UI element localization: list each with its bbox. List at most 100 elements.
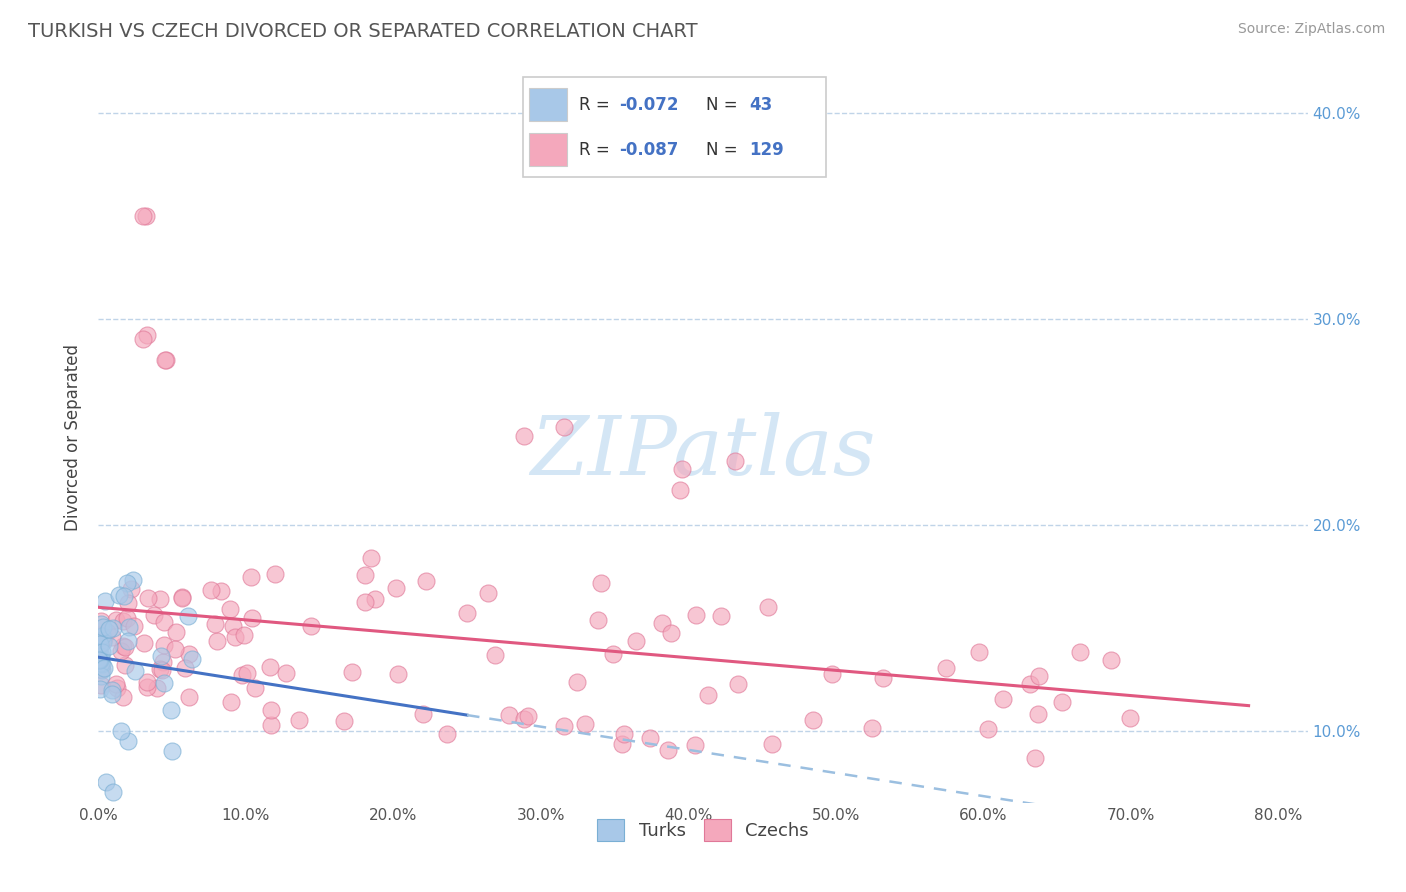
Point (135, 674, 157, 689)
Point (131, 332, 153, 346)
FancyBboxPatch shape (530, 88, 567, 121)
Point (124, 619, 146, 633)
Point (498, 707, 520, 722)
Point (163, 641, 186, 656)
Point (117, 619, 139, 633)
Point (872, 671, 894, 685)
Point (93, 661, 115, 675)
Point (224, 631, 246, 645)
Point (657, 743, 679, 757)
Point (132, 635, 155, 649)
Point (91, 635, 114, 649)
Point (412, 706, 434, 721)
Point (724, 454, 747, 468)
Point (124, 664, 146, 678)
Text: -0.072: -0.072 (619, 95, 679, 113)
Point (135, 680, 157, 694)
Point (1119, 711, 1142, 725)
Point (1101, 653, 1123, 667)
Point (517, 709, 540, 723)
Point (354, 595, 377, 609)
Point (117, 596, 139, 610)
Point (991, 692, 1014, 706)
Point (153, 638, 176, 652)
Point (364, 591, 387, 606)
Point (935, 661, 957, 675)
Point (177, 609, 200, 624)
Point (101, 630, 124, 644)
Point (170, 591, 193, 606)
Point (638, 731, 661, 745)
Point (152, 655, 174, 669)
Point (170, 590, 193, 604)
Point (384, 581, 406, 595)
Point (90, 669, 112, 683)
Point (761, 738, 783, 752)
Point (101, 687, 124, 701)
Point (553, 420, 575, 434)
Text: Source: ZipAtlas.com: Source: ZipAtlas.com (1237, 22, 1385, 37)
Point (387, 667, 409, 681)
Text: R =: R = (579, 141, 614, 159)
Text: 43: 43 (749, 95, 772, 113)
Point (89, 628, 111, 642)
Point (1018, 677, 1040, 691)
Point (173, 661, 195, 675)
Point (90, 617, 112, 632)
Point (591, 575, 613, 590)
Point (299, 619, 322, 633)
Point (117, 734, 139, 748)
Point (91, 629, 114, 643)
Point (135, 209, 157, 223)
Point (333, 714, 356, 729)
Point (969, 644, 991, 658)
Point (115, 611, 138, 625)
Point (588, 614, 610, 628)
Point (218, 602, 240, 616)
Point (233, 628, 256, 642)
Point (114, 657, 136, 672)
Point (114, 640, 136, 655)
Point (340, 665, 363, 679)
Point (89, 637, 111, 651)
Point (574, 716, 596, 731)
Point (98, 639, 121, 653)
Point (90, 678, 112, 692)
Point (1069, 645, 1091, 659)
Point (89, 682, 111, 697)
Point (683, 738, 706, 752)
Point (110, 644, 132, 658)
Point (131, 209, 153, 223)
Text: N =: N = (706, 95, 742, 113)
Point (260, 717, 283, 731)
Point (90, 649, 112, 664)
Point (260, 703, 283, 717)
Point (90, 662, 112, 676)
Point (94, 775, 117, 789)
Point (112, 589, 135, 603)
Point (276, 666, 298, 681)
Y-axis label: Divorced or Separated: Divorced or Separated (65, 343, 83, 531)
Point (90, 657, 112, 671)
Point (91, 620, 114, 634)
Point (602, 647, 624, 661)
Point (242, 611, 264, 625)
Point (1024, 751, 1046, 765)
Point (179, 647, 201, 661)
Point (612, 727, 634, 741)
Point (155, 352, 177, 367)
Point (94, 594, 117, 608)
Point (105, 681, 128, 695)
Point (146, 681, 169, 696)
Point (710, 609, 733, 624)
Point (112, 690, 135, 704)
Point (110, 723, 132, 738)
Point (513, 712, 536, 726)
Point (1028, 669, 1050, 683)
Point (659, 625, 682, 640)
Point (87, 631, 110, 645)
Point (90, 614, 112, 628)
Point (111, 614, 134, 628)
Point (136, 328, 159, 343)
Point (149, 662, 172, 676)
